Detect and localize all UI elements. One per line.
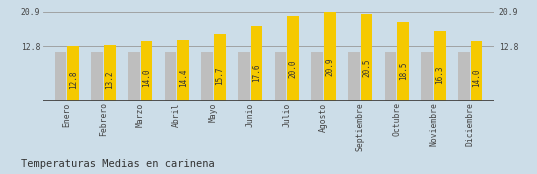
Bar: [214, 34, 226, 101]
Bar: [348, 52, 360, 101]
Text: 13.2: 13.2: [105, 70, 114, 89]
Bar: [238, 52, 250, 101]
Bar: [274, 52, 286, 101]
Text: 14.0: 14.0: [472, 69, 481, 88]
Bar: [201, 52, 213, 101]
Text: 18.5: 18.5: [399, 62, 408, 80]
Bar: [434, 31, 446, 101]
Text: 17.6: 17.6: [252, 63, 261, 82]
Bar: [361, 14, 373, 101]
Bar: [177, 39, 189, 101]
Bar: [421, 52, 433, 101]
Text: Temperaturas Medias en carinena: Temperaturas Medias en carinena: [21, 159, 215, 169]
Bar: [397, 22, 409, 101]
Bar: [164, 52, 176, 101]
Bar: [458, 52, 470, 101]
Bar: [384, 52, 396, 101]
Bar: [55, 52, 66, 101]
Bar: [287, 16, 299, 101]
Bar: [251, 26, 263, 101]
Text: 20.0: 20.0: [289, 59, 297, 78]
Text: 20.5: 20.5: [362, 58, 371, 77]
Bar: [91, 52, 103, 101]
Text: 12.8: 12.8: [69, 71, 78, 89]
Bar: [104, 45, 116, 101]
Bar: [324, 12, 336, 101]
Bar: [67, 46, 79, 101]
Bar: [128, 52, 140, 101]
Text: 14.0: 14.0: [142, 69, 151, 88]
Text: 20.9: 20.9: [325, 58, 335, 76]
Bar: [471, 41, 482, 101]
Text: 15.7: 15.7: [215, 66, 224, 85]
Bar: [311, 52, 323, 101]
Text: 14.4: 14.4: [179, 68, 188, 87]
Bar: [141, 41, 153, 101]
Text: 16.3: 16.3: [436, 65, 445, 84]
